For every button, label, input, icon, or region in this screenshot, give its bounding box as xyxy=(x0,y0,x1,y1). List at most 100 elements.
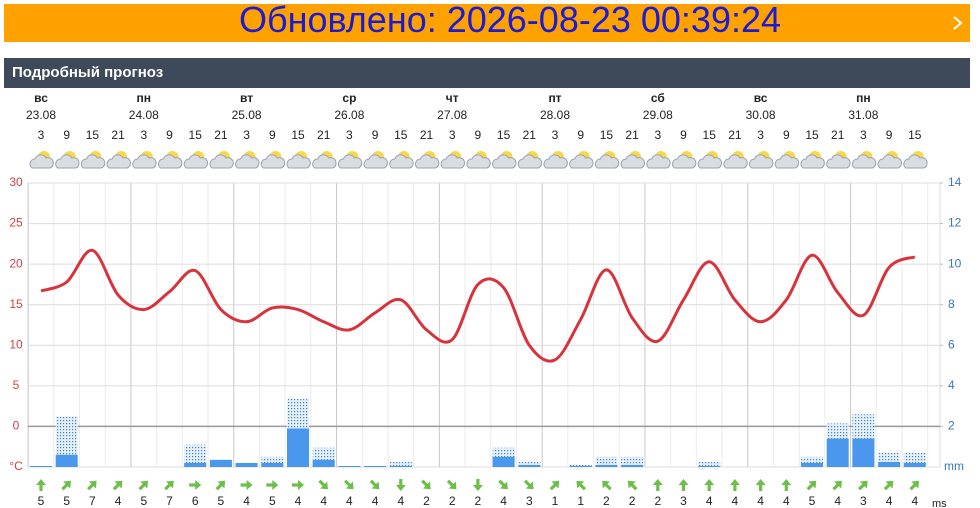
day-name: ср xyxy=(342,91,356,105)
wind-speed: 3 xyxy=(860,494,867,508)
precip-bar xyxy=(595,456,618,467)
weather-icon xyxy=(594,151,620,169)
wind-speed: 2 xyxy=(603,494,610,508)
precip-bar xyxy=(826,438,849,467)
precip-bar xyxy=(55,454,78,467)
precip-bar xyxy=(364,465,387,467)
wind-speed: 1 xyxy=(577,494,584,508)
wind-arrow-shape xyxy=(292,480,304,490)
icon-cloud xyxy=(389,154,414,169)
wind-arrow-shape xyxy=(549,480,560,491)
wind-arrow xyxy=(498,479,508,490)
icon-cloud xyxy=(286,154,311,169)
wind-arrow xyxy=(164,480,174,491)
icon-cloud xyxy=(723,154,748,169)
wind-arrow xyxy=(523,479,534,490)
hour-label: 15 xyxy=(600,128,614,142)
weather-icon xyxy=(903,151,928,169)
wind-arrow xyxy=(369,479,380,490)
wind-arrow-shape xyxy=(627,480,638,491)
y-tick-label: 0 xyxy=(13,419,20,433)
precip-bar xyxy=(55,416,78,467)
icon-cloud xyxy=(440,154,466,169)
wind-arrow xyxy=(755,479,766,491)
y-tick-label: 15 xyxy=(9,297,23,311)
icon-cloud xyxy=(260,154,286,169)
icon-cloud xyxy=(774,154,800,169)
icon-cloud xyxy=(646,154,671,169)
day-date: 24.08 xyxy=(129,108,159,122)
wind-arrow xyxy=(240,480,253,490)
wind-arrow xyxy=(652,479,663,491)
wind-arrow xyxy=(395,479,406,491)
precip-bar xyxy=(184,462,207,467)
wind-speed: 4 xyxy=(320,494,327,508)
wind-arrow xyxy=(189,480,202,490)
banner-arrow[interactable] xyxy=(953,16,963,30)
wind-arrow-shape xyxy=(678,479,689,491)
wind-arrow-shape xyxy=(61,480,71,491)
wind-speed: 2 xyxy=(654,494,661,508)
wind-arrow-shape xyxy=(472,479,483,491)
y-tick-label: 5 xyxy=(13,378,20,392)
hour-label: 15 xyxy=(291,128,305,142)
icon-cloud xyxy=(697,154,723,169)
weather-icon xyxy=(672,151,697,169)
day-name: вт xyxy=(240,91,253,105)
icon-cloud xyxy=(851,154,877,169)
wind-arrow xyxy=(704,479,715,491)
wind-speed: 4 xyxy=(783,494,790,508)
hour-label: 9 xyxy=(783,128,790,142)
precip-bar xyxy=(389,461,412,467)
section-header xyxy=(4,58,970,88)
wind-speed: 5 xyxy=(38,494,45,508)
weather-icon xyxy=(183,151,209,169)
weather-icon xyxy=(389,151,414,169)
icon-cloud xyxy=(466,154,491,169)
wind-arrow-shape xyxy=(266,480,279,490)
wind-speed: 4 xyxy=(500,494,507,508)
wind-arrow-shape xyxy=(36,479,46,491)
hour-label: 3 xyxy=(449,128,456,142)
weather-icon xyxy=(106,151,131,169)
wind-speed: 1 xyxy=(552,494,559,508)
wind-arrow-shape xyxy=(240,480,253,490)
weather-icon xyxy=(415,151,440,169)
wind-speed: 6 xyxy=(192,494,199,508)
wind-arrow-shape xyxy=(369,479,380,490)
banner[interactable] xyxy=(4,4,970,42)
section-title: Подробный прогноз xyxy=(12,64,163,81)
hour-label: 15 xyxy=(394,128,408,142)
icon-cloud xyxy=(415,154,440,169)
wind-arrow-shape xyxy=(883,480,894,491)
precip-bar xyxy=(261,462,284,467)
icon-cloud xyxy=(337,154,363,169)
icon-cloud xyxy=(183,154,209,169)
wind-arrow xyxy=(806,480,817,491)
precip-bar xyxy=(518,464,541,467)
precip-bar xyxy=(801,462,823,467)
y-tick-label: 10 xyxy=(9,337,23,351)
wind-speed: 4 xyxy=(886,494,893,508)
y-unit: °C xyxy=(9,459,23,473)
day-date: 28.08 xyxy=(540,108,570,122)
wind-arrow xyxy=(266,480,279,490)
wind-arrow-shape xyxy=(138,480,149,491)
wind-arrow xyxy=(678,479,689,491)
hour-label: 15 xyxy=(805,128,819,142)
weather-icon xyxy=(826,151,851,169)
wind-arrow xyxy=(832,480,842,491)
hour-label: 3 xyxy=(346,128,353,142)
icon-cloud xyxy=(158,154,183,169)
hour-label: 9 xyxy=(372,128,379,142)
icon-cloud xyxy=(517,154,543,169)
precip-bar xyxy=(389,465,412,467)
day-date: 30.08 xyxy=(746,108,776,122)
day-date: 23.08 xyxy=(26,108,56,122)
precip-bar xyxy=(569,465,592,467)
precip-bar xyxy=(261,456,284,467)
wind-speed: 4 xyxy=(295,494,302,508)
weather-icon xyxy=(260,151,286,169)
y2-tick-label: 8 xyxy=(948,297,955,311)
